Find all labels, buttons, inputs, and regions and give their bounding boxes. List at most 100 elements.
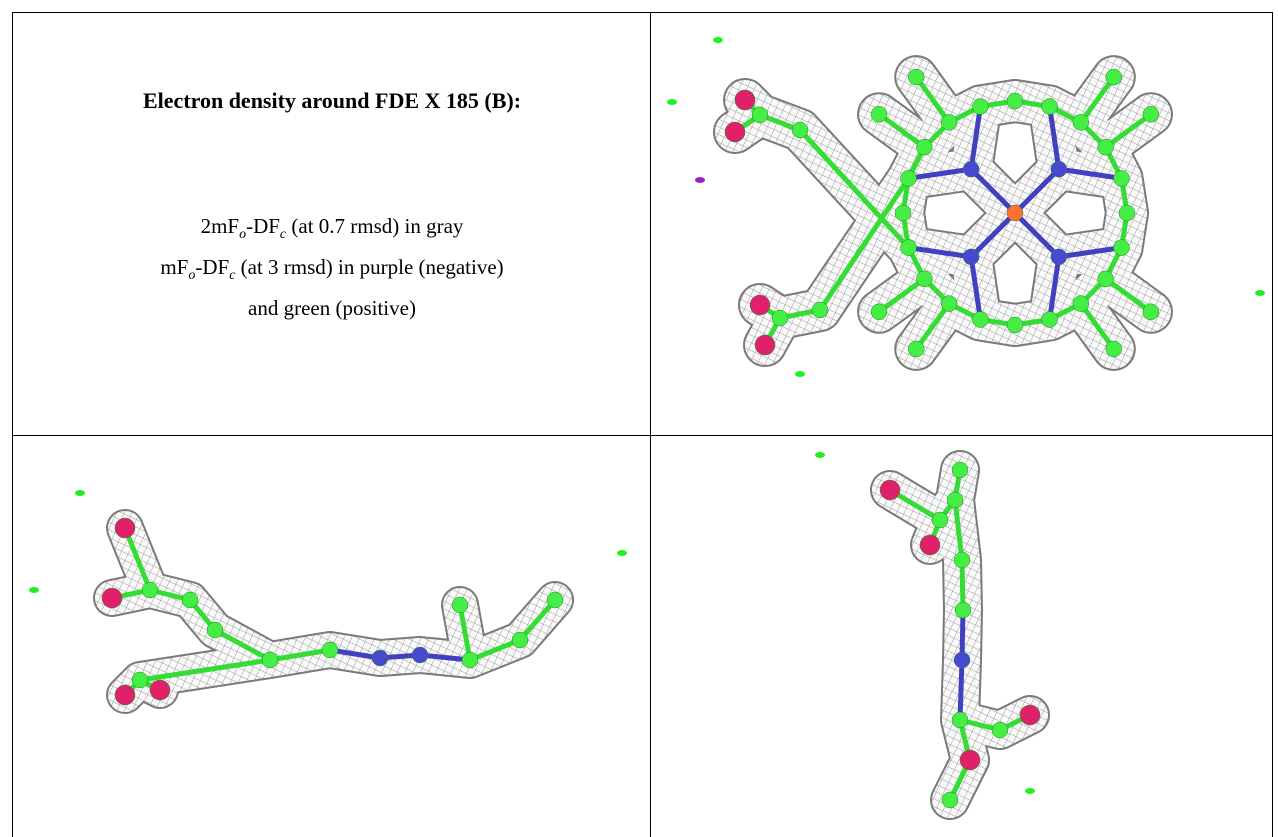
bond	[959, 609, 966, 661]
atom	[1097, 138, 1114, 156]
difference-speck	[1255, 290, 1265, 296]
difference-speck	[617, 550, 627, 556]
atom	[114, 517, 136, 539]
atom	[149, 679, 171, 701]
legend-text: -DF	[246, 214, 280, 238]
atom	[919, 534, 941, 556]
atom	[371, 649, 389, 667]
bond	[1013, 167, 1061, 215]
legend-text: and green (positive)	[248, 296, 416, 321]
difference-speck	[1025, 788, 1035, 794]
bond	[1104, 276, 1153, 314]
atom	[261, 651, 279, 669]
atom	[900, 170, 917, 187]
bond	[1047, 106, 1062, 170]
atom	[953, 551, 971, 569]
subscript: o	[239, 227, 247, 243]
bond	[957, 659, 965, 721]
legend-text: (at 0.7 rmsd) in gray	[286, 214, 464, 238]
atom	[1006, 316, 1024, 334]
bond	[959, 559, 966, 611]
bond	[1058, 245, 1122, 260]
atom	[734, 89, 756, 111]
difference-speck	[29, 587, 39, 593]
difference-speck	[667, 99, 677, 105]
bond	[139, 657, 271, 683]
bond	[1078, 302, 1116, 351]
bond	[877, 112, 926, 150]
bond	[969, 167, 1017, 215]
atom	[940, 295, 958, 312]
legend-text: (at 3 rmsd) in purple (negative)	[235, 255, 504, 280]
atom	[811, 301, 829, 319]
atom	[181, 591, 199, 609]
bond	[269, 647, 331, 663]
bond	[908, 245, 972, 260]
atom	[1113, 239, 1130, 256]
atom	[114, 684, 136, 706]
atom	[1142, 106, 1160, 123]
table-border	[1272, 12, 1273, 837]
atom	[940, 114, 958, 131]
atom	[1105, 340, 1122, 358]
bond	[457, 604, 473, 661]
atom	[321, 641, 339, 659]
difference-speck	[713, 37, 723, 43]
bond	[969, 211, 1017, 259]
table-border	[650, 12, 651, 837]
bond	[518, 598, 557, 642]
atom	[1105, 68, 1122, 86]
atom	[962, 248, 980, 266]
subscript: c	[229, 268, 236, 284]
subscript: c	[279, 227, 287, 243]
legend-line: 2mFo-DFc (at 0.7 rmsd) in gray	[14, 210, 650, 251]
difference-speck	[695, 177, 705, 183]
atom	[870, 303, 888, 320]
bond	[419, 652, 471, 663]
atom	[754, 334, 776, 356]
legend: 2mFo-DFc (at 0.7 rmsd) in gray mFo-DFc (a…	[14, 210, 650, 324]
bond	[1013, 211, 1061, 259]
legend-text: 2mF	[200, 214, 240, 238]
bond	[469, 637, 521, 663]
bond	[1047, 256, 1062, 320]
atom	[1050, 160, 1068, 178]
bond	[122, 527, 153, 591]
table-border	[12, 435, 1272, 436]
atom	[870, 106, 888, 123]
atom	[206, 621, 224, 639]
atom	[511, 631, 529, 649]
legend-text: -DF	[195, 255, 230, 280]
atom	[461, 651, 479, 669]
atom	[931, 511, 949, 529]
atom	[946, 491, 964, 509]
atom	[908, 68, 925, 86]
atom	[908, 340, 925, 358]
atom	[1006, 204, 1024, 222]
atom	[1041, 98, 1058, 115]
atom	[953, 651, 971, 669]
bond	[914, 302, 952, 351]
atom	[1041, 311, 1058, 328]
atom	[972, 98, 989, 115]
atom	[1113, 170, 1130, 187]
atom	[954, 601, 972, 619]
atom	[879, 479, 901, 501]
atom	[1050, 248, 1068, 266]
density-mesh	[95, 511, 573, 712]
figure-title: Electron density around FDE X 185 (B):	[142, 88, 522, 113]
atom	[916, 138, 933, 156]
atom	[1006, 92, 1024, 110]
bond	[968, 106, 983, 170]
atom	[1019, 704, 1041, 726]
atom	[141, 581, 159, 599]
atom	[951, 461, 969, 479]
atom	[1142, 303, 1160, 320]
atom	[451, 596, 469, 614]
atom	[991, 721, 1009, 739]
bond	[1104, 112, 1153, 150]
atom	[1072, 114, 1090, 131]
atom	[411, 646, 429, 664]
